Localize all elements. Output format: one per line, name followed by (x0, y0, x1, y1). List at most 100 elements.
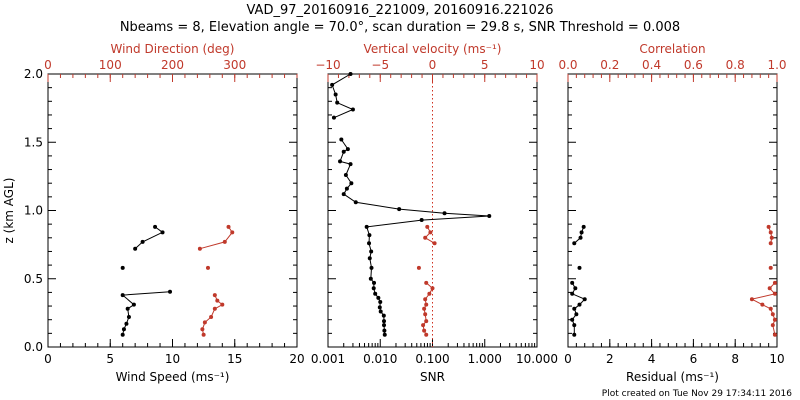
data-point (350, 107, 355, 112)
x2-tick-label: 0 (429, 58, 437, 72)
series-line (331, 73, 355, 119)
data-point (428, 230, 433, 235)
x2-tick-label: 100 (99, 58, 122, 72)
data-point (353, 200, 358, 205)
y-tick-label: 2.0 (24, 67, 43, 81)
data-point (333, 92, 338, 97)
panel-wind: 0.0 0.5 1.0 1.5 2.0 z (km AGL) 0 5 10 15 20 Wind Sp… (2, 42, 305, 384)
data-point (168, 289, 173, 294)
x-tick-label: 8 (731, 352, 739, 366)
chart-subtitle: Nbeams = 8, Elevation angle = 70.0°, sca… (120, 20, 680, 35)
data-point (570, 291, 575, 296)
data-point (120, 265, 125, 270)
data-point (487, 213, 492, 218)
plot-frame (567, 73, 778, 348)
x-axis-label: Wind Speed (ms⁻¹) (116, 370, 230, 384)
data-point (422, 328, 427, 333)
data-point (230, 230, 235, 235)
data-point (133, 246, 138, 251)
data-point (348, 72, 353, 76)
data-point (766, 224, 771, 229)
data-point (770, 323, 775, 328)
data-point (341, 149, 346, 154)
data-point (367, 241, 372, 246)
x-tick-label: 10.000 (516, 352, 558, 366)
data-point (201, 332, 206, 337)
x2-tick-label: 300 (223, 58, 246, 72)
data-point (120, 293, 125, 298)
data-point (768, 241, 773, 246)
data-point (770, 312, 775, 317)
series-line (121, 291, 171, 335)
data-point (768, 230, 773, 235)
x2-tick-label: 0 (44, 58, 52, 72)
data-point (572, 241, 577, 246)
data-point (424, 332, 429, 337)
data-point (424, 280, 429, 285)
data-point (581, 224, 586, 229)
data-point (382, 328, 387, 333)
data-point (371, 286, 376, 291)
x-tick-label: 0 (44, 352, 52, 366)
data-point (126, 314, 131, 319)
x2-axis-label: Wind Direction (deg) (111, 42, 235, 56)
x-tick-label: 6 (690, 352, 698, 366)
data-point (131, 302, 136, 307)
data-point (570, 280, 575, 285)
x-tick-label: 0 (564, 352, 572, 366)
data-point (749, 297, 754, 302)
chart-title: VAD_97_20160916_221009, 20160916.221026 (247, 3, 554, 18)
data-point (160, 230, 165, 235)
data-point (343, 173, 348, 178)
data-point (212, 293, 217, 298)
data-point (345, 147, 350, 152)
series-line (573, 226, 585, 244)
data-point (423, 235, 428, 240)
x2-tick-label: −10 (315, 58, 340, 72)
x2-tick-label: 0.4 (642, 58, 661, 72)
x2-tick-label: −5 (371, 58, 389, 72)
x-tick-label: 15 (227, 352, 242, 366)
data-point (121, 327, 126, 332)
data-point (772, 280, 777, 285)
x2-tick-label: 10 (529, 58, 544, 72)
data-point (768, 306, 773, 311)
y-tick-label: 1.0 (24, 204, 43, 218)
data-point (573, 286, 578, 291)
data-point (760, 302, 765, 307)
series-line (571, 282, 586, 335)
data-point (421, 323, 426, 328)
data-point (125, 306, 130, 311)
data-point (367, 233, 372, 238)
y-tick-label: 0.5 (24, 272, 43, 286)
data-point (578, 235, 583, 240)
data-point (200, 327, 205, 332)
series-line (768, 226, 773, 244)
series-line (134, 226, 164, 250)
data-point (378, 299, 383, 304)
plot-footer: Plot created on Tue Nov 29 17:34:11 2016 (602, 389, 792, 399)
y-tick-label: 0.0 (24, 340, 43, 354)
data-point (220, 302, 225, 307)
x2-tick-label: 0.0 (558, 58, 577, 72)
data-point (579, 230, 584, 235)
data-point (369, 265, 374, 270)
data-point (378, 309, 383, 314)
x2-tick-label: 0.2 (600, 58, 619, 72)
x2-tick-label: 0.8 (726, 58, 745, 72)
data-point (382, 323, 387, 328)
data-point (772, 332, 777, 337)
data-point (430, 286, 435, 291)
data-point (349, 181, 354, 186)
data-point (212, 306, 217, 311)
data-point (364, 224, 369, 229)
y-axis-label: z (km AGL) (2, 178, 16, 244)
data-point (767, 286, 772, 291)
data-point (348, 162, 353, 167)
data-point (373, 291, 378, 296)
data-point (424, 302, 429, 307)
data-point (574, 312, 579, 317)
x-tick-label: 0.010 (363, 352, 397, 366)
data-point (205, 265, 210, 270)
